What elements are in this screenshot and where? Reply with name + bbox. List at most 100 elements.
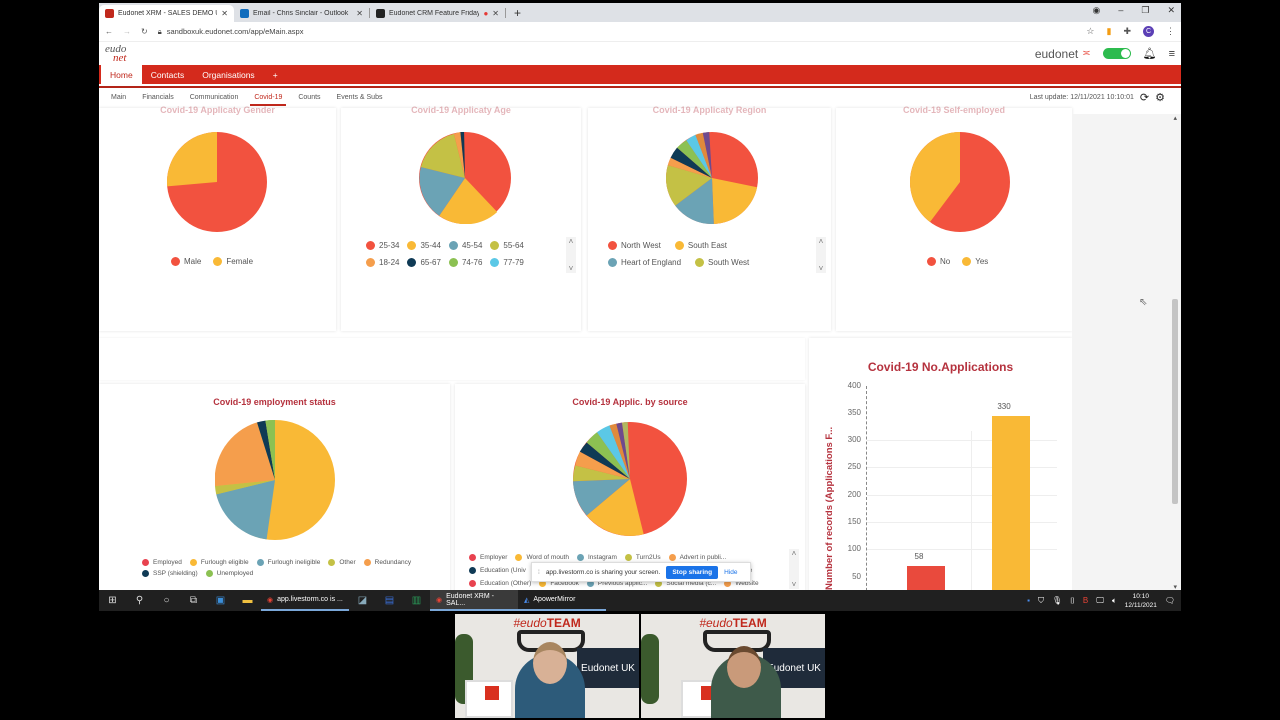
legend-item[interactable]: Education (Other) — [469, 580, 531, 587]
notifications-icon[interactable]: 🗨︎ — [1164, 596, 1175, 605]
close-window-button[interactable]: ✕ — [1167, 5, 1175, 15]
reload-icon[interactable]: ↻ — [141, 27, 148, 36]
region-pie-chart[interactable] — [666, 132, 758, 224]
bar-330[interactable] — [992, 416, 1030, 606]
legend-item[interactable]: South West — [695, 258, 749, 267]
word-icon[interactable]: ▤ — [384, 595, 395, 606]
url-field[interactable]: 🔒︎ sandboxuk.eudonet.com/app/eMain.aspx — [158, 27, 1077, 37]
microphone-icon[interactable]: 🎙︎ — [1051, 596, 1063, 605]
drag-handle-icon[interactable]: ⁞ — [538, 568, 540, 576]
age-pie-chart[interactable] — [419, 132, 511, 224]
legend-scroller[interactable]: ˄ ˅ — [566, 237, 576, 273]
legend-item[interactable]: Employer — [469, 554, 507, 561]
legend-item[interactable]: 55-64 — [490, 241, 524, 250]
excel-icon[interactable]: ▥ — [411, 595, 422, 606]
scroll-down-icon[interactable]: ˅ — [791, 580, 797, 589]
outlook-icon[interactable]: ▣ — [215, 595, 226, 606]
legend-item[interactable]: Website — [724, 580, 759, 587]
legend-item[interactable]: 35-44 — [407, 241, 441, 250]
legend-item[interactable]: Furlough eligible — [189, 559, 249, 566]
legend-item[interactable]: North West — [608, 241, 661, 250]
windows-start-icon[interactable]: ⊞ — [108, 595, 117, 606]
scroll-down-icon[interactable]: ˅ — [568, 264, 574, 273]
forward-icon[interactable]: → — [123, 27, 131, 36]
legend-item[interactable]: 18-24 — [366, 258, 399, 267]
back-icon[interactable]: ← — [105, 27, 113, 36]
taskbar-app-apowermirror[interactable]: ◭ ApowerMirror — [518, 590, 606, 611]
legend-item[interactable]: Education (Univ — [469, 567, 526, 574]
legend-item[interactable]: Male — [171, 257, 201, 266]
app-icon[interactable]: ◪ — [357, 595, 368, 606]
search-icon[interactable]: ⚲ — [135, 595, 144, 606]
legend-item[interactable]: Employed — [142, 559, 182, 566]
restore-button[interactable]: ❐ — [1141, 5, 1150, 15]
mode-toggle[interactable] — [1102, 48, 1131, 59]
legend-item[interactable]: No — [927, 257, 950, 266]
tab-events-subs[interactable]: Events & Subs — [336, 93, 383, 101]
legend-item[interactable]: Instagram — [576, 554, 617, 561]
legend-item[interactable]: Previous applic... — [586, 580, 647, 587]
new-tab-button[interactable]: + — [514, 6, 522, 20]
tab-main[interactable]: Main — [111, 93, 127, 101]
tab-financials[interactable]: Financials — [142, 93, 174, 101]
stop-sharing-button[interactable]: Stop sharing — [666, 565, 719, 579]
tab-covid-19[interactable]: Covid-19 — [250, 88, 287, 106]
legend-item[interactable]: 65-67 — [407, 258, 441, 267]
source-pie-chart[interactable] — [573, 422, 687, 536]
browser-menu-icon[interactable]: ⋮ — [1166, 26, 1175, 36]
legend-item[interactable]: 74-76 — [448, 258, 482, 267]
volume-icon[interactable]: 🔈︎ — [1111, 595, 1117, 605]
legend-item[interactable]: 45-54 — [448, 241, 482, 250]
legend-item[interactable]: Furlough ineligible — [256, 559, 320, 566]
legend-scroller[interactable]: ˄ ˅ — [789, 549, 799, 589]
legend-item[interactable]: Facebook — [539, 580, 579, 587]
extension-icon[interactable]: ▮ — [1106, 26, 1112, 36]
legend-item[interactable]: Unemployed — [205, 570, 253, 577]
extensions-puzzle-icon[interactable]: ✚ — [1123, 26, 1131, 36]
employment-pie-chart[interactable] — [215, 420, 335, 540]
legend-item[interactable]: Word of mouth — [515, 554, 569, 561]
legend-item[interactable]: Social media (c... — [655, 580, 716, 587]
usb-icon[interactable]: ⌷ — [1070, 595, 1075, 605]
eudonet-logo[interactable]: eudo net — [105, 43, 126, 63]
gender-pie-chart[interactable] — [167, 132, 267, 232]
tray-b-icon[interactable]: B — [1082, 596, 1089, 605]
task-view-icon[interactable]: ⧉ — [189, 595, 198, 606]
legend-item[interactable]: Redundancy — [363, 559, 411, 566]
browser-tab-outlook[interactable]: Email - Chris Sinclair - Outlook ✕ — [234, 5, 369, 22]
legend-scroller[interactable]: ˄ ˅ — [816, 237, 826, 273]
close-tab-icon[interactable]: ✕ — [356, 9, 363, 18]
self-employed-pie-chart[interactable] — [910, 132, 1010, 232]
cortana-icon[interactable]: ○ — [163, 595, 170, 606]
scroll-up-arrow-icon[interactable]: ▴ — [1173, 115, 1177, 122]
legend-item[interactable]: Other — [328, 559, 356, 566]
legend-item[interactable]: Advert in publi... — [668, 554, 726, 561]
scroll-down-arrow-icon[interactable]: ▾ — [1173, 584, 1177, 591]
legend-item[interactable]: 25-34 — [366, 241, 399, 250]
scroll-up-icon[interactable]: ˄ — [791, 549, 797, 558]
browser-tab-eudonet[interactable]: Eudonet XRM - SALES DEMO UK ✕ — [99, 5, 234, 22]
nav-item-organisations[interactable]: Organisations — [202, 69, 255, 80]
close-tab-icon[interactable]: ✕ — [492, 9, 499, 18]
tab-counts[interactable]: Counts — [298, 93, 321, 101]
legend-item[interactable]: Yes — [962, 257, 988, 266]
browser-tab-feature-friday[interactable]: Eudonet CRM Feature Friday ● ✕ — [370, 5, 505, 22]
scroll-up-icon[interactable]: ˄ — [818, 237, 824, 246]
tab-communication[interactable]: Communication — [189, 93, 239, 101]
file-explorer-icon[interactable]: ▬ — [242, 595, 253, 606]
tray-app-icon[interactable]: ▪ — [1027, 596, 1030, 605]
taskbar-app-livestorm[interactable]: ◉ app.livestorm.co is ... — [261, 590, 349, 611]
legend-item[interactable]: Turn2Us — [624, 554, 661, 561]
media-icon[interactable]: ◉ — [1092, 5, 1101, 15]
clock[interactable]: 10:10 12/11/2021 — [1125, 592, 1157, 610]
network-icon[interactable]: 🖵︎ — [1096, 595, 1104, 605]
legend-item[interactable]: Female — [213, 257, 253, 266]
minimize-button[interactable]: – — [1118, 5, 1124, 15]
notification-bell-icon[interactable]: 🔔︎ — [1142, 48, 1157, 60]
legend-item[interactable]: SSP (shielding) — [142, 570, 198, 577]
profile-avatar[interactable]: C — [1143, 26, 1154, 37]
page-scrollbar-thumb[interactable] — [1172, 299, 1178, 504]
close-tab-icon[interactable]: ✕ — [221, 9, 228, 18]
taskbar-app-eudonet[interactable]: ◉ Eudonet XRM - SAL... — [430, 590, 518, 611]
hamburger-menu-icon[interactable]: ≡ — [1168, 47, 1175, 60]
